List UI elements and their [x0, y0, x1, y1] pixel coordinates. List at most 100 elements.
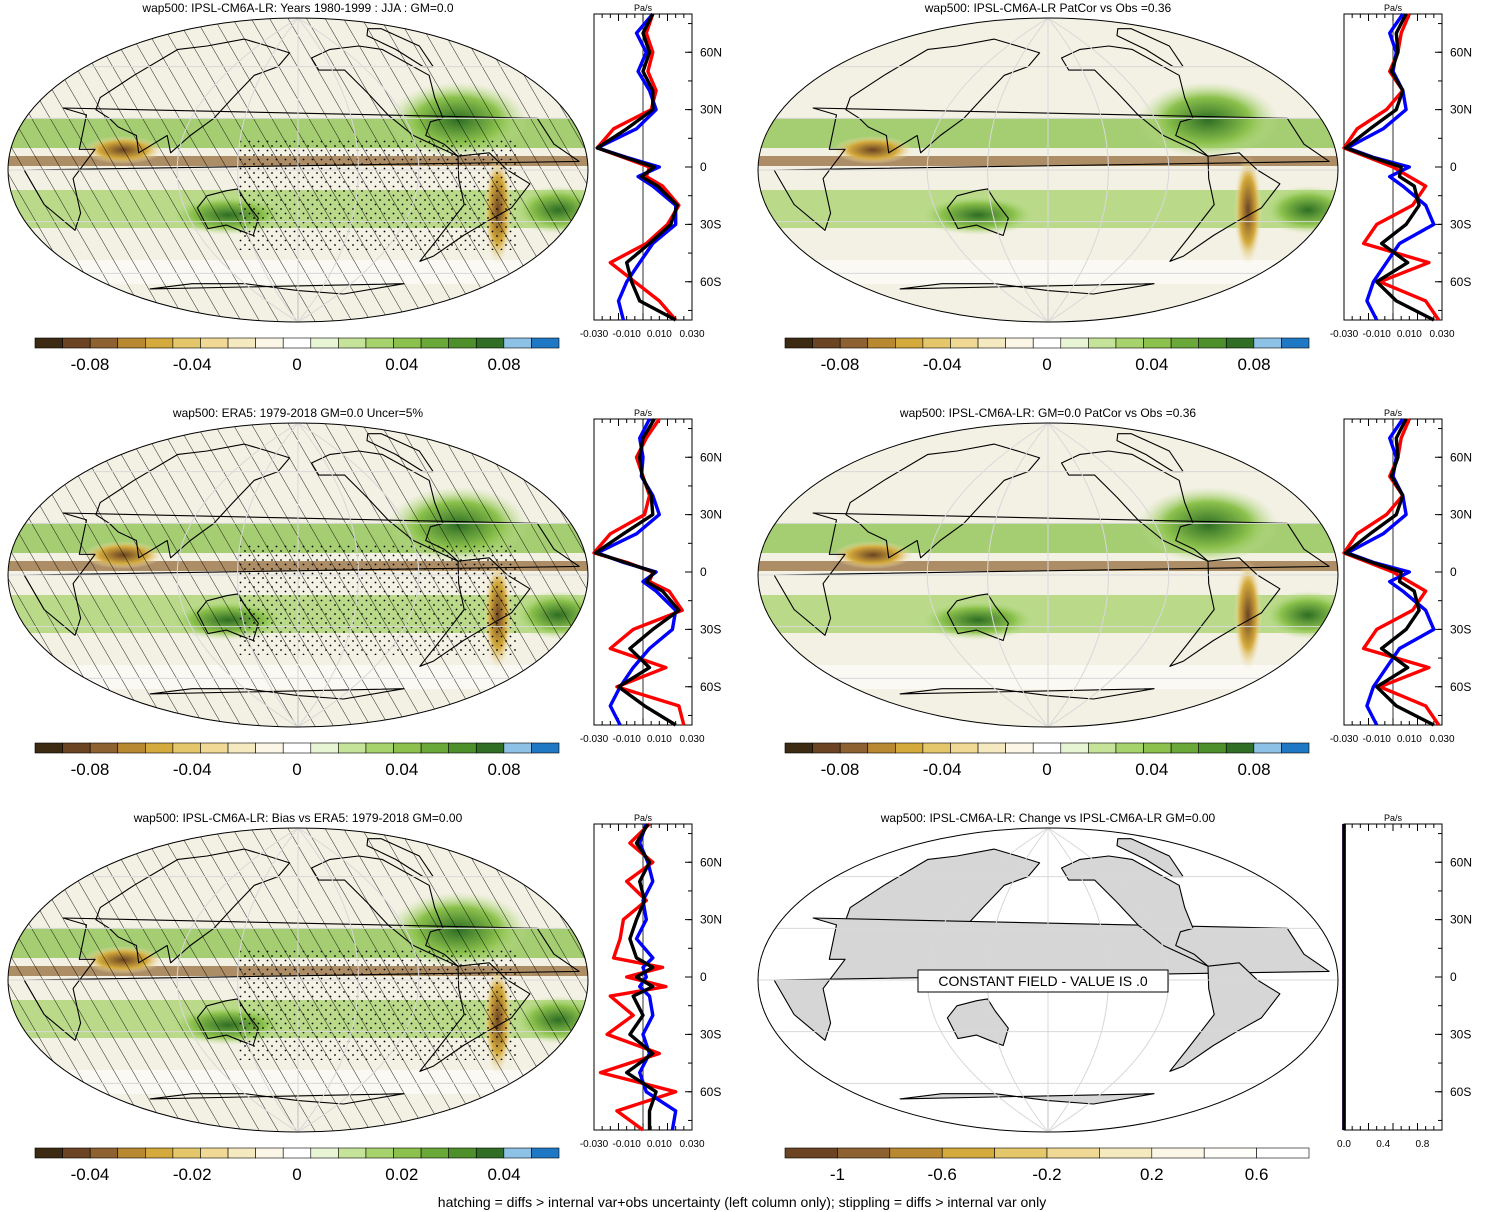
graticule-lon	[237, 423, 299, 727]
colorbar-swatch	[1005, 742, 1034, 754]
colorbar-tick-label: 0.2	[1140, 1165, 1164, 1184]
constant-field-annotation: CONSTANT FIELD - VALUE IS .0	[917, 969, 1169, 993]
greenland-outline	[366, 433, 434, 473]
colorbar-swatch	[420, 742, 449, 754]
profile-x-tick-label: -0.010	[612, 734, 641, 745]
profile-lat-label: 30S	[700, 217, 721, 231]
profile-lat-label: 30S	[1450, 217, 1471, 231]
andes-asc	[1234, 560, 1262, 670]
australia-outline	[946, 188, 1009, 237]
profile-x-tick-label: 0.4	[1376, 1139, 1390, 1150]
colorbar-swatch	[812, 337, 841, 349]
atlantic-high	[1263, 591, 1338, 639]
profile-x-tick-label: 0.030	[1429, 329, 1454, 340]
profile-x-tick-label: 0.8	[1415, 1139, 1429, 1150]
profile-x-tick-label: 0.030	[679, 1139, 704, 1150]
colorbar-swatch	[1115, 337, 1144, 349]
colorbar-tick-label: 0	[292, 355, 301, 374]
colorbar-swatch	[200, 742, 229, 754]
graticule-lon	[1047, 18, 1109, 322]
pacific-high	[1138, 82, 1278, 158]
panel-title: wap500: IPSL-CM6A-LR PatCor vs Obs =0.36	[924, 1, 1172, 15]
colorbar-tick-label: 0	[292, 760, 301, 779]
profile-lat-label: 30S	[700, 622, 721, 636]
colorbar-swatch	[282, 337, 312, 349]
colorbar-swatch	[365, 742, 394, 754]
profile-x-tick-label: -0.030	[580, 329, 609, 340]
graticule-lon	[297, 828, 420, 1132]
colorbar-swatch	[1151, 1147, 1205, 1159]
profile-x-tick-label: 0.0	[1337, 1139, 1351, 1150]
colorbar-swatch	[393, 337, 422, 349]
profile-x-tick-label: -0.010	[1362, 329, 1391, 340]
pacific-high	[1138, 487, 1278, 563]
panel-5: wap500: IPSL-CM6A-LR: Bias vs ERA5: 1979…	[7, 811, 722, 1184]
profile-lat-label: 30N	[700, 103, 722, 117]
colorbar-tick-label: 0.08	[487, 760, 520, 779]
map	[758, 828, 1338, 1132]
profile-unit-label: Pa/s	[1384, 408, 1403, 418]
colorbar: -1 -0.6 -0.2 0.2 0.6	[784, 1147, 1310, 1184]
colorbar-swatch	[282, 742, 312, 754]
colorbar-swatch	[1046, 1147, 1100, 1159]
colorbar: -0.08 -0.04 0 0.04 0.08	[784, 337, 1310, 374]
colorbar-swatch	[837, 1147, 891, 1159]
colorbar-swatch	[941, 1147, 995, 1159]
graticule-lon	[987, 18, 1049, 322]
colorbar-tick-label: -0.08	[821, 355, 860, 374]
andes-asc	[1234, 155, 1262, 265]
profile-x-tick-label: 0.030	[1429, 734, 1454, 745]
colorbar-swatch	[1253, 742, 1282, 754]
colorbar-swatch	[867, 337, 896, 349]
profile-lat-label: 60S	[700, 680, 721, 694]
australia-outline	[196, 593, 259, 642]
colorbar-swatch	[255, 337, 284, 349]
colorbar-swatch	[1198, 742, 1227, 754]
monsoon-asc	[833, 136, 913, 164]
colorbar-tick-label: -0.08	[71, 760, 110, 779]
colorbar-swatch	[839, 337, 869, 349]
panel-title: wap500: ERA5: 1979-2018 GM=0.0 Uncer=5%	[172, 406, 423, 420]
colorbar-tick-label: 0.08	[1237, 355, 1270, 374]
colorbar-swatch	[1256, 1147, 1310, 1159]
colorbar-swatch	[310, 1147, 339, 1159]
colorbar-tick-label: -0.04	[173, 760, 212, 779]
colorbar-swatch	[1225, 337, 1255, 349]
namerica-outline	[1060, 450, 1209, 562]
colorbar-swatch	[117, 742, 146, 754]
stippling	[238, 545, 518, 655]
map	[8, 423, 588, 727]
profile-line-mean	[1343, 418, 1435, 727]
profile-lat-label: 30S	[700, 1027, 721, 1041]
colorbar-swatch	[950, 337, 979, 349]
profile-line-mean	[593, 418, 681, 727]
colorbar-tick-label: -0.08	[821, 760, 860, 779]
annotation-box	[917, 969, 1169, 993]
colorbar-swatch	[1281, 337, 1310, 349]
colorbar-swatch	[310, 337, 339, 349]
colorbar-swatch	[89, 337, 119, 349]
colorbar-swatch	[784, 337, 813, 349]
greenland-outline	[1116, 433, 1184, 473]
colorbar-swatch	[338, 742, 367, 754]
colorbar-swatch	[62, 1147, 91, 1159]
colorbar-swatch	[895, 337, 924, 349]
colorbar-swatch	[172, 337, 201, 349]
profile-line-model	[592, 418, 686, 726]
colorbar-swatch	[503, 1147, 532, 1159]
map	[8, 18, 588, 322]
profile-lat-label: 60N	[700, 450, 722, 464]
colorbar-swatch	[1143, 337, 1172, 349]
colorbar-tick-label: 0.04	[1135, 355, 1168, 374]
graticule-lon	[987, 423, 1049, 727]
colorbar-swatch	[145, 742, 174, 754]
zonal-profile: Pa/s 60N 30N 0 30S 60S -0.030 -0.010 0.010 0.030	[580, 813, 722, 1150]
africa-outline	[23, 917, 580, 1041]
colorbar-tick-label: 0.08	[487, 355, 520, 374]
colorbar-swatch	[255, 742, 284, 754]
colorbar-swatch	[812, 742, 841, 754]
profile-x-tick-label: 0.010	[647, 734, 672, 745]
colorbar-tick-label: 0.6	[1245, 1165, 1269, 1184]
colorbar: -0.04 -0.02 0 0.02 0.04	[34, 1147, 560, 1184]
